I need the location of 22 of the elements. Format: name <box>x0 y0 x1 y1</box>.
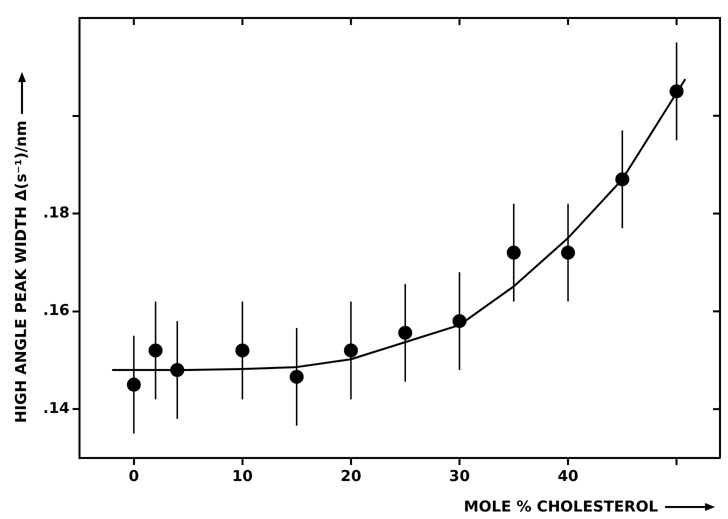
y-tick-label: .16 <box>42 301 70 320</box>
point <box>615 172 630 186</box>
point <box>290 370 304 384</box>
x-tick-label: 20 <box>340 466 362 485</box>
point <box>398 326 412 340</box>
x-tick-label: 30 <box>449 466 470 485</box>
y-tick-label: .14 <box>42 399 70 417</box>
x-tick-label: 10 <box>232 466 253 485</box>
point <box>561 246 576 260</box>
point <box>170 363 184 377</box>
point <box>344 343 358 358</box>
point <box>148 343 163 358</box>
x-axis-title: MOLE % CHOLESTEROL <box>464 497 658 516</box>
y-axis-title: HIGH ANGLE PEAK WIDTH Δ(s⁻¹)/nm <box>12 120 30 423</box>
point <box>126 378 141 392</box>
x-tick-label: 0 <box>128 466 140 485</box>
point <box>506 246 521 260</box>
point <box>235 343 250 358</box>
x-tick-label: 40 <box>558 466 578 485</box>
y-tick-label: .18 <box>42 203 70 222</box>
point <box>670 84 684 98</box>
point <box>452 314 466 328</box>
